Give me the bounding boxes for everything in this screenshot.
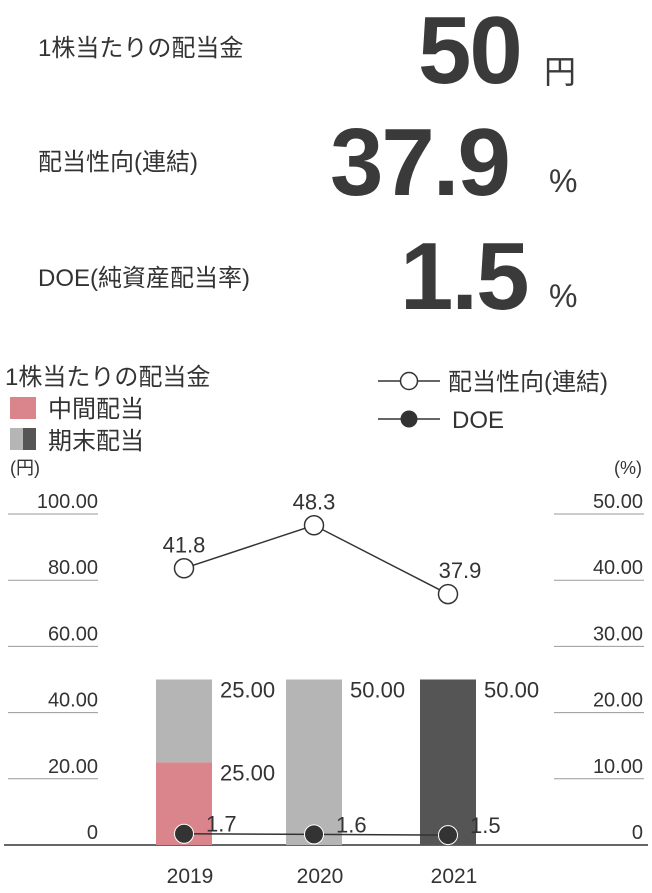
payout-ratio-point <box>173 558 195 579</box>
kpi-payout-label: 配当性向(連結) <box>38 149 198 176</box>
doe-label: 1.5 <box>470 813 501 838</box>
chart-title: 1株当たりの配当金 <box>5 364 210 391</box>
legend-label-yearend: 期末配当 <box>48 428 144 455</box>
kpi-dividend-unit: 円 <box>544 54 577 90</box>
legend-swatch-yearend-past <box>10 428 23 450</box>
bar-year-end-2019 <box>156 679 212 763</box>
payout-ratio-line <box>183 524 449 595</box>
legend-label-interim: 中間配当 <box>48 396 144 423</box>
y-right-tick-label: 0 <box>632 822 643 844</box>
bar-year-end-2021 <box>420 679 476 845</box>
kpi-doe-unit: % <box>549 278 578 314</box>
legend-swatch-interim <box>10 397 36 419</box>
y-right-tick-label: 30.00 <box>593 623 643 645</box>
kpi-doe-value: 1.5 <box>400 223 529 330</box>
y-left-tick-label: 80.00 <box>48 557 98 579</box>
dividend-chart: 1株当たりの配当金 中間配当 期末配当 配当性向(連結) DOE (円) (%)… <box>4 364 648 888</box>
y-right-unit: (%) <box>614 458 642 478</box>
doe-label: 1.6 <box>336 812 367 837</box>
y-left-tick-label: 20.00 <box>48 756 98 778</box>
payout-ratio-label: 37.9 <box>439 558 482 583</box>
y-left-tick-label: 0 <box>87 822 98 844</box>
y-right-tick-label: 50.00 <box>593 491 643 513</box>
legend-swatch-yearend-current <box>23 428 36 450</box>
doe-point <box>174 823 194 844</box>
legend-label-payout: 配当性向(連結) <box>448 369 608 396</box>
doe-label: 1.7 <box>206 812 237 837</box>
bar-label-interim: 25.00 <box>220 760 275 785</box>
legend-marker-payout <box>399 371 419 391</box>
y-left-tick-label: 100.00 <box>37 491 98 513</box>
kpi-payout-value: 37.9 <box>330 109 511 216</box>
payout-ratio-label: 41.8 <box>163 532 206 557</box>
payout-ratio-point <box>437 583 459 605</box>
x-tick-label: 2020 <box>297 865 344 888</box>
y-left-unit: (円) <box>10 458 40 478</box>
kpi-payout-unit: % <box>549 163 578 199</box>
bar-year-end-2020 <box>286 679 342 845</box>
y-left-tick-label: 40.00 <box>48 690 98 712</box>
y-right-tick-label: 10.00 <box>593 756 643 778</box>
kpi-doe-label: DOE(純資産配当率) <box>38 265 250 292</box>
legend-marker-doe <box>400 410 418 428</box>
legend-label-doe: DOE <box>452 407 504 434</box>
x-tick-label: 2021 <box>431 865 478 888</box>
doe-point <box>304 824 324 845</box>
y-left-tick-label: 60.00 <box>48 623 98 645</box>
payout-ratio-point <box>303 515 325 536</box>
doe-point <box>438 825 458 846</box>
kpi-dividend-value: 50 <box>418 0 523 104</box>
bar-label-year-end: 50.00 <box>350 678 405 703</box>
bar-label-year-end: 50.00 <box>484 678 539 703</box>
kpi-dividend-label: 1株当たりの配当金 <box>38 35 244 62</box>
y-right-tick-label: 40.00 <box>593 557 643 579</box>
payout-ratio-label: 48.3 <box>293 489 336 514</box>
bar-label-year-end: 25.00 <box>220 678 275 703</box>
x-tick-label: 2019 <box>167 865 214 888</box>
y-right-tick-label: 20.00 <box>593 690 643 712</box>
